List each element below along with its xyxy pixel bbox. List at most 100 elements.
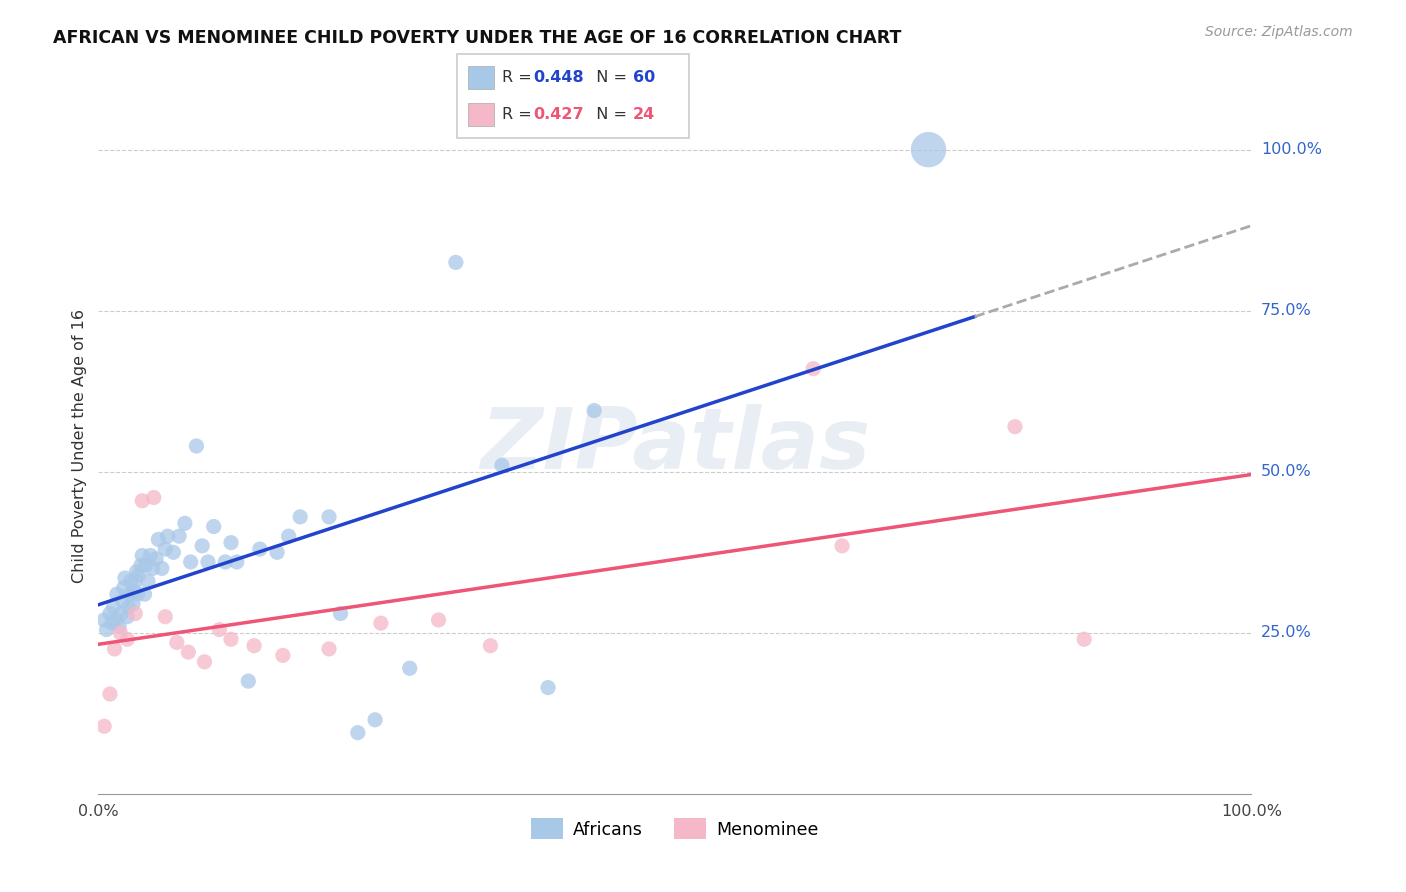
Point: [105, 587, 128, 601]
Point: [155, 542, 177, 557]
Point: [329, 607, 352, 621]
Point: [177, 645, 200, 659]
Point: [219, 535, 242, 549]
Point: [318, 509, 340, 524]
Text: R =: R =: [502, 70, 537, 85]
Point: [831, 539, 853, 553]
Point: [186, 439, 208, 453]
Point: [103, 642, 125, 657]
Point: [120, 574, 142, 589]
Point: [238, 674, 260, 689]
Point: [318, 642, 340, 657]
Text: 0.448: 0.448: [533, 70, 583, 85]
Point: [117, 600, 139, 615]
Text: 24: 24: [633, 107, 655, 122]
Point: [225, 555, 247, 569]
Legend: Africans, Menominee: Africans, Menominee: [524, 812, 825, 847]
Point: [108, 619, 131, 633]
Point: [249, 542, 271, 557]
Point: [583, 403, 606, 417]
Point: [277, 529, 299, 543]
Point: [117, 609, 139, 624]
Point: [166, 635, 188, 649]
Point: [219, 632, 242, 647]
Point: [127, 587, 149, 601]
Point: [118, 587, 141, 601]
Point: [112, 581, 135, 595]
Text: 75.0%: 75.0%: [1261, 303, 1312, 318]
Point: [271, 648, 294, 663]
Point: [193, 655, 215, 669]
Point: [136, 574, 159, 589]
Point: [134, 587, 156, 601]
Text: 50.0%: 50.0%: [1261, 464, 1312, 479]
Point: [917, 143, 939, 157]
Point: [101, 616, 124, 631]
Point: [145, 551, 167, 566]
Point: [110, 607, 132, 621]
Point: [111, 593, 134, 607]
Point: [266, 545, 288, 559]
Point: [398, 661, 420, 675]
Point: [167, 529, 190, 543]
Text: N =: N =: [586, 107, 633, 122]
Point: [98, 607, 121, 621]
Point: [122, 584, 145, 599]
Text: AFRICAN VS MENOMINEE CHILD POVERTY UNDER THE AGE OF 16 CORRELATION CHART: AFRICAN VS MENOMINEE CHILD POVERTY UNDER…: [53, 29, 901, 46]
Point: [135, 558, 157, 573]
Point: [444, 255, 467, 269]
Text: 60: 60: [633, 70, 655, 85]
Text: 100.0%: 100.0%: [1261, 142, 1322, 157]
Point: [131, 549, 153, 563]
Point: [150, 561, 173, 575]
Point: [180, 555, 202, 569]
Point: [174, 516, 197, 531]
Text: R =: R =: [502, 107, 537, 122]
Point: [129, 558, 152, 573]
Point: [364, 713, 387, 727]
Point: [93, 719, 115, 733]
Point: [124, 574, 146, 589]
Point: [142, 561, 165, 575]
Point: [114, 571, 136, 585]
Point: [1004, 419, 1026, 434]
Point: [1073, 632, 1095, 647]
Text: N =: N =: [586, 70, 633, 85]
Text: Source: ZipAtlas.com: Source: ZipAtlas.com: [1205, 25, 1353, 39]
Point: [214, 555, 236, 569]
Point: [347, 725, 370, 739]
Point: [110, 625, 132, 640]
Point: [104, 613, 127, 627]
Point: [537, 681, 560, 695]
Point: [148, 533, 170, 547]
Point: [98, 687, 121, 701]
Point: [131, 493, 153, 508]
Text: ZIPatlas: ZIPatlas: [479, 404, 870, 488]
Point: [117, 632, 139, 647]
Point: [155, 609, 177, 624]
Point: [124, 607, 146, 621]
Point: [122, 597, 145, 611]
Point: [801, 361, 824, 376]
Y-axis label: Child Poverty Under the Age of 16: Child Poverty Under the Age of 16: [72, 309, 87, 583]
Point: [139, 549, 162, 563]
Text: 0.427: 0.427: [533, 107, 583, 122]
Point: [208, 623, 231, 637]
Point: [103, 600, 125, 615]
Point: [243, 639, 266, 653]
Point: [96, 623, 118, 637]
Point: [197, 555, 219, 569]
Point: [479, 639, 502, 653]
Point: [491, 458, 513, 473]
Point: [156, 529, 179, 543]
Point: [202, 519, 225, 533]
Point: [370, 616, 392, 631]
Point: [191, 539, 214, 553]
Point: [128, 567, 150, 582]
Point: [290, 509, 312, 524]
Point: [427, 613, 450, 627]
Point: [142, 491, 165, 505]
Point: [162, 545, 184, 559]
Point: [125, 565, 148, 579]
Text: 25.0%: 25.0%: [1261, 625, 1312, 640]
